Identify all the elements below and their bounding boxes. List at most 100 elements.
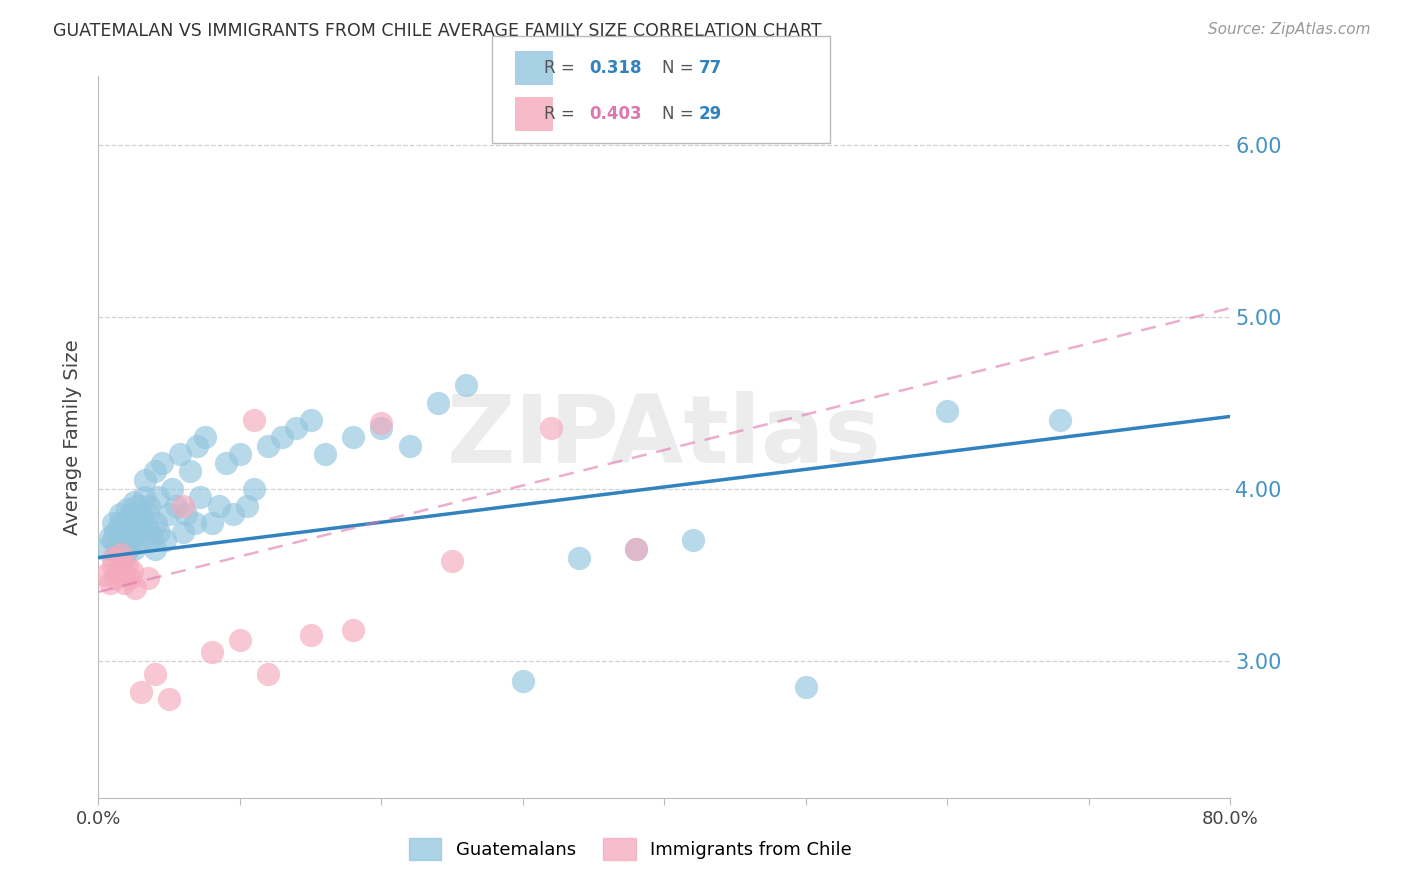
- Point: [271, 430, 294, 444]
- Point: [118, 516, 141, 530]
- Point: [370, 417, 392, 431]
- Point: [243, 413, 266, 427]
- Point: [101, 550, 124, 565]
- Point: [104, 524, 127, 539]
- Point: [441, 554, 464, 568]
- Point: [243, 482, 266, 496]
- Point: [794, 680, 817, 694]
- Point: [342, 430, 364, 444]
- Point: [124, 582, 146, 596]
- Point: [568, 550, 591, 565]
- Point: [127, 524, 149, 539]
- Point: [134, 473, 156, 487]
- Text: 0.318: 0.318: [589, 59, 641, 77]
- Point: [143, 541, 166, 556]
- Point: [179, 465, 201, 479]
- Point: [188, 491, 211, 505]
- Point: [138, 499, 160, 513]
- Point: [1049, 413, 1071, 427]
- Point: [208, 499, 231, 513]
- Point: [143, 465, 166, 479]
- Point: [299, 413, 322, 427]
- Point: [136, 508, 159, 522]
- Point: [427, 395, 450, 409]
- Point: [512, 674, 534, 689]
- Point: [136, 571, 159, 585]
- Point: [169, 447, 191, 461]
- Point: [257, 439, 280, 453]
- Text: 29: 29: [699, 104, 723, 123]
- Point: [540, 421, 562, 435]
- Point: [94, 541, 117, 556]
- Point: [141, 530, 163, 544]
- Point: [98, 576, 121, 591]
- Point: [115, 533, 138, 548]
- Y-axis label: Average Family Size: Average Family Size: [63, 339, 82, 535]
- Text: ZIPAtlas: ZIPAtlas: [447, 391, 882, 483]
- Point: [201, 516, 224, 530]
- Point: [122, 541, 145, 556]
- Point: [370, 421, 392, 435]
- Point: [172, 524, 194, 539]
- Text: Source: ZipAtlas.com: Source: ZipAtlas.com: [1208, 22, 1371, 37]
- Text: 0.403: 0.403: [589, 104, 641, 123]
- Text: R =: R =: [544, 104, 581, 123]
- Point: [201, 645, 224, 659]
- Point: [682, 533, 704, 548]
- Point: [121, 533, 143, 548]
- Point: [121, 564, 143, 578]
- Text: 77: 77: [699, 59, 723, 77]
- Point: [624, 541, 647, 556]
- Point: [115, 559, 138, 574]
- Legend: Guatemalans, Immigrants from Chile: Guatemalans, Immigrants from Chile: [402, 830, 859, 867]
- Point: [186, 439, 208, 453]
- Point: [101, 559, 124, 574]
- Point: [285, 421, 308, 435]
- Point: [120, 508, 142, 522]
- Point: [112, 576, 135, 591]
- Point: [104, 571, 127, 585]
- Point: [229, 633, 252, 648]
- Point: [122, 495, 145, 509]
- Point: [118, 524, 141, 539]
- Point: [125, 499, 148, 513]
- Point: [165, 499, 187, 513]
- Point: [129, 516, 152, 530]
- Point: [112, 530, 135, 544]
- Point: [624, 541, 647, 556]
- Point: [222, 508, 245, 522]
- Point: [193, 430, 215, 444]
- Point: [112, 550, 135, 565]
- Point: [143, 667, 166, 681]
- Point: [157, 691, 180, 706]
- Point: [145, 516, 167, 530]
- Point: [111, 524, 134, 539]
- Point: [342, 623, 364, 637]
- Point: [94, 567, 117, 582]
- Point: [314, 447, 336, 461]
- Point: [108, 508, 131, 522]
- Point: [124, 519, 146, 533]
- Point: [108, 516, 131, 530]
- Point: [148, 524, 170, 539]
- Point: [150, 456, 173, 470]
- Point: [172, 499, 194, 513]
- Text: GUATEMALAN VS IMMIGRANTS FROM CHILE AVERAGE FAMILY SIZE CORRELATION CHART: GUATEMALAN VS IMMIGRANTS FROM CHILE AVER…: [53, 22, 823, 40]
- Point: [183, 516, 205, 530]
- Text: R =: R =: [544, 59, 581, 77]
- Text: N =: N =: [662, 104, 699, 123]
- Point: [107, 564, 129, 578]
- Point: [115, 502, 138, 516]
- Point: [131, 533, 153, 548]
- Point: [129, 684, 152, 698]
- Point: [398, 439, 420, 453]
- Point: [160, 482, 183, 496]
- Point: [135, 519, 157, 533]
- Point: [153, 533, 176, 548]
- Point: [108, 554, 131, 568]
- Point: [456, 378, 478, 392]
- Point: [157, 508, 180, 522]
- Point: [98, 530, 121, 544]
- Point: [299, 628, 322, 642]
- Point: [114, 519, 136, 533]
